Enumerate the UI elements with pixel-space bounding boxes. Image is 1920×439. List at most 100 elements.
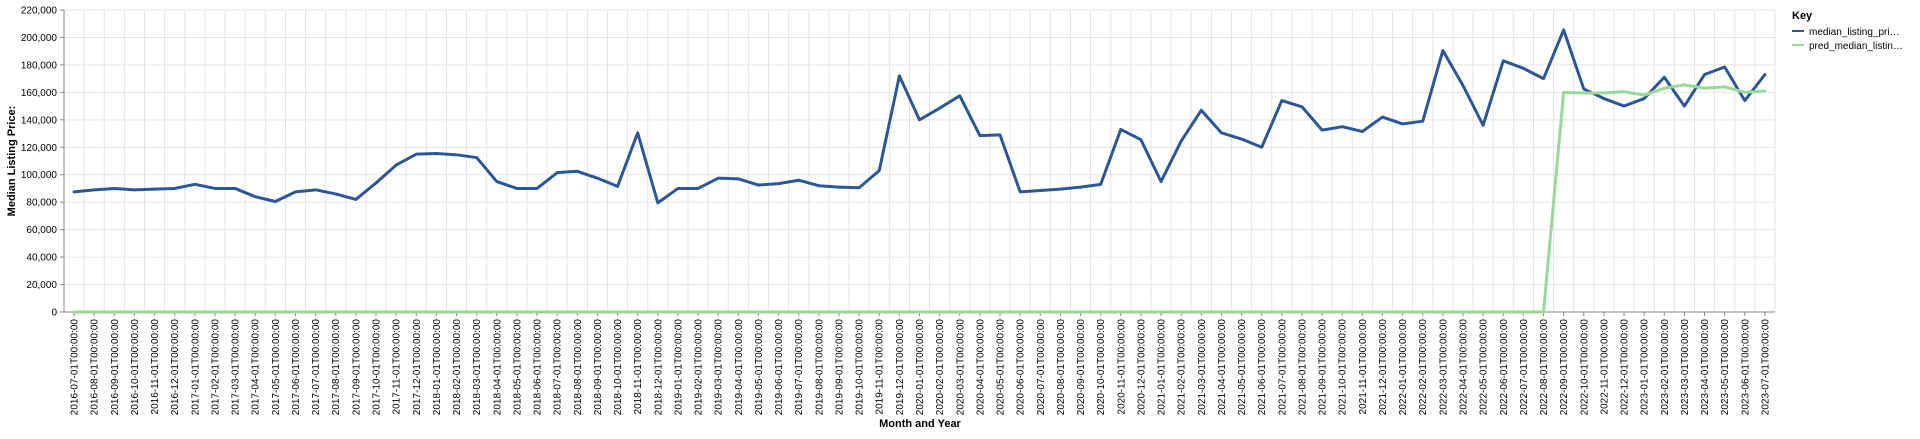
x-tick-label: 2022-05-01T00:00:00 bbox=[1479, 319, 1490, 416]
x-tick-label: 2019-10-01T00:00:00 bbox=[855, 319, 866, 416]
x-tick-label: 2020-03-01T00:00:00 bbox=[955, 319, 966, 416]
x-tick-label: 2017-02-01T00:00:00 bbox=[210, 319, 221, 416]
x-tick-label: 2018-04-01T00:00:00 bbox=[492, 319, 503, 416]
x-tick-label: 2016-07-01T00:00:00 bbox=[70, 319, 81, 416]
legend-label-median-listing-price: median_listing_pri… bbox=[1809, 27, 1900, 38]
y-axis-title: Median Listing Price: bbox=[6, 106, 18, 217]
x-tick-label: 2016-12-01T00:00:00 bbox=[170, 319, 181, 416]
x-tick-label: 2022-04-01T00:00:00 bbox=[1458, 319, 1469, 416]
series-lines bbox=[72, 28, 1767, 314]
y-tick-label: 40,000 bbox=[26, 253, 57, 264]
x-axis-title: Month and Year bbox=[879, 418, 961, 430]
x-tick-label: 2020-07-01T00:00:00 bbox=[1036, 319, 1047, 416]
x-tick-label: 2023-04-01T00:00:00 bbox=[1700, 319, 1711, 416]
series-line-median-listing-price bbox=[72, 28, 1767, 205]
x-tick-label: 2018-11-01T00:00:00 bbox=[633, 319, 644, 415]
x-tick-label: 2021-11-01T00:00:00 bbox=[1358, 319, 1369, 415]
x-tick-label: 2018-10-01T00:00:00 bbox=[613, 319, 624, 416]
x-tick-label: 2021-09-01T00:00:00 bbox=[1318, 319, 1329, 416]
y-tick-label: 120,000 bbox=[21, 143, 58, 154]
x-tick-label: 2021-06-01T00:00:00 bbox=[1257, 319, 1268, 416]
x-tick-label: 2019-03-01T00:00:00 bbox=[714, 319, 725, 416]
x-tick-label: 2021-12-01T00:00:00 bbox=[1378, 319, 1389, 416]
x-tick-label: 2017-11-01T00:00:00 bbox=[392, 319, 403, 415]
x-tick-label: 2019-11-01T00:00:00 bbox=[875, 319, 886, 415]
x-tick-label: 2017-06-01T00:00:00 bbox=[291, 319, 302, 416]
x-tick-label: 2022-06-01T00:00:00 bbox=[1499, 319, 1510, 416]
x-tick-label: 2017-08-01T00:00:00 bbox=[331, 319, 342, 416]
x-tick-label: 2019-01-01T00:00:00 bbox=[673, 319, 684, 416]
x-tick-label: 2017-05-01T00:00:00 bbox=[271, 319, 282, 416]
x-tick-label: 2020-11-01T00:00:00 bbox=[1116, 319, 1127, 415]
x-tick-label: 2021-07-01T00:00:00 bbox=[1277, 319, 1288, 416]
x-tick-label: 2019-12-01T00:00:00 bbox=[895, 319, 906, 416]
y-tick-label: 20,000 bbox=[26, 280, 57, 291]
legend: Key median_listing_pri… pred_median_list… bbox=[1792, 10, 1903, 52]
x-tick-label: 2017-03-01T00:00:00 bbox=[231, 319, 242, 416]
y-tick-label: 80,000 bbox=[26, 198, 57, 209]
x-tick-label: 2020-09-01T00:00:00 bbox=[1076, 319, 1087, 416]
x-tick-label: 2022-01-01T00:00:00 bbox=[1398, 319, 1409, 416]
x-tick-label: 2018-07-01T00:00:00 bbox=[553, 319, 564, 416]
x-tick-label: 2022-02-01T00:00:00 bbox=[1418, 319, 1429, 416]
x-tick-label: 2019-06-01T00:00:00 bbox=[774, 319, 785, 416]
x-tick-label: 2020-06-01T00:00:00 bbox=[1016, 319, 1027, 416]
x-tick-label: 2022-07-01T00:00:00 bbox=[1519, 319, 1530, 416]
x-tick-label: 2019-09-01T00:00:00 bbox=[834, 319, 845, 416]
x-tick-label: 2019-04-01T00:00:00 bbox=[734, 319, 745, 416]
x-tick-label: 2020-10-01T00:00:00 bbox=[1096, 319, 1107, 416]
x-tick-label: 2020-05-01T00:00:00 bbox=[996, 319, 1007, 416]
gridlines bbox=[63, 9, 1776, 313]
x-tick-label: 2016-08-01T00:00:00 bbox=[90, 319, 101, 416]
x-tick-label: 2018-12-01T00:00:00 bbox=[653, 319, 664, 416]
x-tick-label: 2017-12-01T00:00:00 bbox=[412, 319, 423, 416]
x-tick-label: 2018-01-01T00:00:00 bbox=[432, 319, 443, 416]
x-tick-label: 2016-09-01T00:00:00 bbox=[110, 319, 121, 416]
x-tick-labels: 2016-07-01T00:00:00 2016-08-01T00:00:00 20… bbox=[70, 312, 1771, 416]
x-tick-label: 2016-10-01T00:00:00 bbox=[130, 319, 141, 416]
x-tick-label: 2020-08-01T00:00:00 bbox=[1056, 319, 1067, 416]
x-tick-label: 2020-04-01T00:00:00 bbox=[975, 319, 986, 416]
x-tick-label: 2018-02-01T00:00:00 bbox=[452, 319, 463, 416]
x-tick-label: 2022-10-01T00:00:00 bbox=[1579, 319, 1590, 416]
x-tick-label: 2023-03-01T00:00:00 bbox=[1680, 319, 1691, 416]
x-tick-label: 2018-03-01T00:00:00 bbox=[472, 319, 483, 416]
x-tick-label: 2023-06-01T00:00:00 bbox=[1740, 319, 1751, 416]
x-tick-label: 2017-10-01T00:00:00 bbox=[372, 319, 383, 416]
x-tick-label: 2017-04-01T00:00:00 bbox=[251, 319, 262, 416]
x-tick-label: 2021-05-01T00:00:00 bbox=[1237, 319, 1248, 416]
x-tick-label: 2019-02-01T00:00:00 bbox=[694, 319, 705, 416]
x-tick-label: 2020-01-01T00:00:00 bbox=[915, 319, 926, 416]
x-tick-label: 2022-11-01T00:00:00 bbox=[1599, 319, 1610, 415]
x-tick-label: 2017-01-01T00:00:00 bbox=[190, 319, 201, 416]
x-tick-label: 2018-06-01T00:00:00 bbox=[533, 319, 544, 416]
x-tick-label: 2023-05-01T00:00:00 bbox=[1720, 319, 1731, 416]
x-tick-label: 2022-12-01T00:00:00 bbox=[1620, 319, 1631, 416]
x-tick-label: 2020-02-01T00:00:00 bbox=[935, 319, 946, 416]
x-tick-label: 2021-02-01T00:00:00 bbox=[1177, 319, 1188, 416]
x-tick-label: 2023-07-01T00:00:00 bbox=[1760, 319, 1771, 416]
y-tick-label: 100,000 bbox=[21, 170, 58, 181]
y-tick-label: 60,000 bbox=[26, 225, 57, 236]
y-tick-label: 140,000 bbox=[21, 115, 58, 126]
y-tick-label: 160,000 bbox=[21, 88, 58, 99]
x-tick-label: 2017-09-01T00:00:00 bbox=[351, 319, 362, 416]
x-tick-label: 2017-07-01T00:00:00 bbox=[311, 319, 322, 416]
x-tick-label: 2019-05-01T00:00:00 bbox=[754, 319, 765, 416]
x-tick-label: 2019-07-01T00:00:00 bbox=[794, 319, 805, 416]
x-tick-label: 2023-01-01T00:00:00 bbox=[1640, 319, 1651, 416]
x-tick-label: 2023-02-01T00:00:00 bbox=[1660, 319, 1671, 416]
x-tick-label: 2021-10-01T00:00:00 bbox=[1338, 319, 1349, 416]
y-tick-label: 220,000 bbox=[21, 6, 58, 17]
x-tick-label: 2022-08-01T00:00:00 bbox=[1539, 319, 1550, 416]
x-tick-label: 2018-08-01T00:00:00 bbox=[573, 319, 584, 416]
x-tick-label: 2018-05-01T00:00:00 bbox=[512, 319, 523, 416]
y-tick-label: 180,000 bbox=[21, 60, 58, 71]
y-tick-labels: 0 20,000 40,000 60,000 80,000 100,000 120,000 1… bbox=[21, 6, 64, 319]
x-tick-label: 2021-08-01T00:00:00 bbox=[1297, 319, 1308, 416]
x-tick-label: 2016-11-01T00:00:00 bbox=[150, 319, 161, 415]
x-tick-label: 2019-08-01T00:00:00 bbox=[814, 319, 825, 416]
series-line-pred-median-listing-price bbox=[72, 83, 1767, 314]
